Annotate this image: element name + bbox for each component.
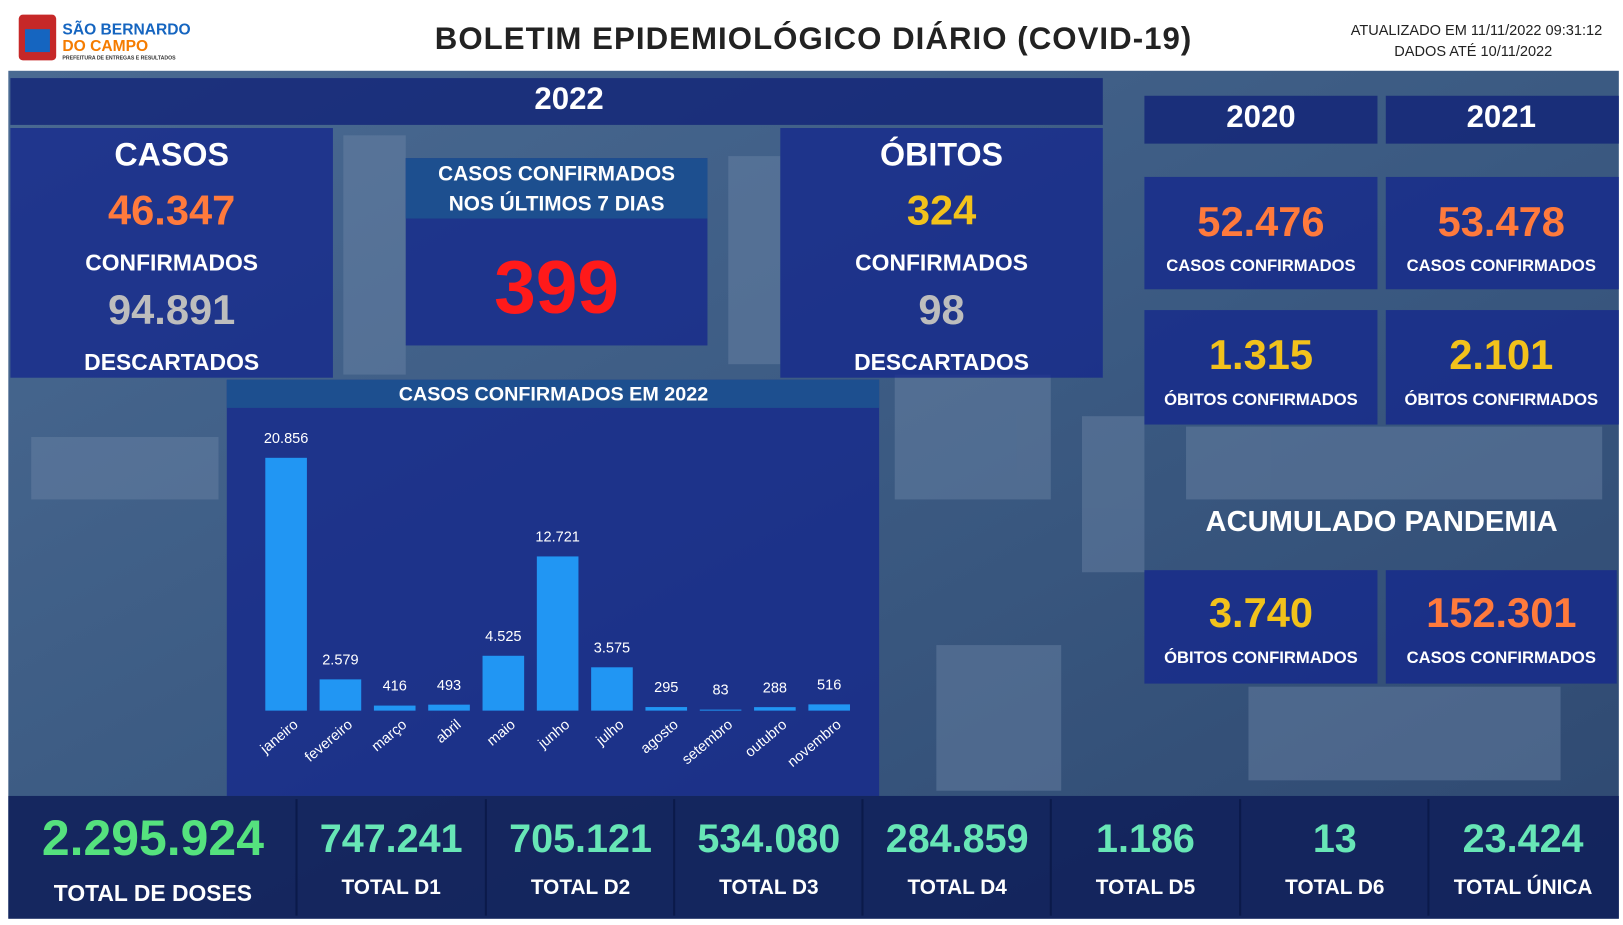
- updated: ATUALIZADO EM 11/11/2022 09:31:12: [1351, 23, 1602, 39]
- deaths-discarded: 98: [918, 286, 964, 333]
- year_2020-cases-box: [1144, 176, 1378, 290]
- cases-discarded-label: DESCARTADOS: [84, 349, 259, 375]
- value-label: 2.579: [322, 652, 358, 668]
- deaths-discarded-label: DESCARTADOS: [854, 349, 1029, 375]
- logo-emblem-detail: [24, 29, 50, 53]
- dose-label: TOTAL D5: [1096, 876, 1195, 899]
- year_2021-label: 2021: [1467, 99, 1536, 134]
- value-label: 20.856: [264, 431, 309, 447]
- year_2021-header: [1385, 95, 1619, 144]
- data-until: DADOS ATÉ 10/11/2022: [1394, 43, 1552, 60]
- pandemic-deaths: 3.740: [1209, 589, 1313, 636]
- cases-discarded: 94.891: [108, 286, 235, 333]
- value-label: 83: [712, 683, 728, 699]
- cases-confirmed-label: CONFIRMADOS: [85, 249, 258, 275]
- year_2021-cases-box: [1385, 176, 1619, 290]
- year_2020-cases-label: CASOS CONFIRMADOS: [1166, 256, 1355, 275]
- last7-value: 399: [494, 245, 619, 329]
- year_2020-deaths: 1.315: [1209, 331, 1313, 378]
- year_2020-deaths-box: [1144, 310, 1378, 425]
- year_2021-deaths: 2.101: [1449, 331, 1553, 378]
- dose-label: TOTAL D6: [1285, 876, 1384, 899]
- bar: [808, 704, 850, 711]
- year_2020-header: [1144, 95, 1378, 144]
- chart-header: [226, 379, 880, 408]
- year_2020-cases: 52.476: [1197, 198, 1324, 245]
- year_2021-cases-label: CASOS CONFIRMADOS: [1407, 256, 1596, 275]
- year_2021-deaths-box: [1385, 310, 1619, 425]
- bar: [699, 709, 742, 711]
- bar: [428, 704, 470, 711]
- panel-cases: [10, 128, 333, 378]
- bar: [265, 457, 307, 711]
- value-label: 288: [763, 680, 787, 696]
- value-label: 3.575: [594, 640, 630, 656]
- logo-line1: SÃO BERNARDO: [62, 18, 190, 38]
- dose-label: TOTAL D1: [341, 876, 440, 899]
- year-label: 2022: [534, 81, 603, 116]
- bar: [319, 679, 362, 711]
- dose-value: 23.424: [1463, 817, 1584, 861]
- year_2021-deaths-label: ÓBITOS CONFIRMADOS: [1404, 390, 1598, 409]
- dose-label: TOTAL ÚNICA: [1454, 875, 1593, 899]
- deaths-confirmed-label: CONFIRMADOS: [855, 249, 1028, 275]
- year-band: [10, 78, 1103, 125]
- value-label: 416: [383, 679, 407, 695]
- dose-value: 705.121: [509, 817, 652, 861]
- bar: [754, 707, 796, 711]
- doses-strip: [8, 795, 1619, 919]
- logo-line2: DO CAMPO: [62, 38, 148, 55]
- dose-label: TOTAL D3: [719, 876, 818, 899]
- value-label: 4.525: [485, 629, 521, 645]
- pandemic-deaths-box: [1144, 570, 1378, 684]
- value-label: 493: [437, 678, 461, 694]
- value-label: 295: [654, 680, 678, 696]
- chart-title: CASOS CONFIRMADOS EM 2022: [399, 384, 708, 406]
- dose-value: 1.186: [1096, 817, 1195, 861]
- pandemic-deaths-label: ÓBITOS CONFIRMADOS: [1164, 648, 1358, 667]
- dose-value: 2.295.924: [42, 810, 264, 866]
- deaths-confirmed: 324: [907, 186, 976, 233]
- pandemic-cases: 152.301: [1426, 589, 1576, 636]
- bar: [373, 705, 416, 711]
- cases-confirmed: 46.347: [108, 186, 235, 233]
- last7-header: [405, 158, 708, 219]
- dose-label: TOTAL DE DOSES: [54, 880, 252, 906]
- dose-label: TOTAL D4: [907, 876, 1007, 899]
- bar: [536, 556, 579, 711]
- dose-label: TOTAL D2: [531, 876, 630, 899]
- last7-title-1: CASOS CONFIRMADOS: [438, 162, 675, 185]
- bar: [645, 707, 688, 711]
- photo-texture: [31, 135, 1603, 791]
- deaths-title: ÓBITOS: [880, 137, 1003, 173]
- bar: [482, 655, 525, 711]
- year_2021-cases: 53.478: [1438, 198, 1565, 245]
- panel-deaths: [780, 128, 1103, 378]
- dose-value: 534.080: [697, 817, 840, 861]
- page-title: BOLETIM EPIDEMIOLÓGICO DIÁRIO (COVID-19): [435, 20, 1193, 56]
- pandemic-title: ACUMULADO PANDEMIA: [1206, 506, 1558, 538]
- dose-value: 13: [1313, 817, 1357, 861]
- dose-value: 747.241: [320, 817, 463, 861]
- year_2020-deaths-label: ÓBITOS CONFIRMADOS: [1164, 390, 1358, 409]
- logo-tagline: PREFEITURA DE ENTREGAS E RESULTADOS: [62, 56, 176, 62]
- last7-title-2: NOS ÚLTIMOS 7 DIAS: [449, 192, 665, 216]
- value-label: 516: [817, 677, 841, 693]
- cases-title: CASOS: [114, 137, 229, 173]
- bar: [591, 667, 633, 711]
- dose-value: 284.859: [886, 817, 1029, 861]
- pandemic-cases-box: [1385, 570, 1617, 684]
- value-label: 12.721: [535, 530, 580, 546]
- pandemic-cases-label: CASOS CONFIRMADOS: [1407, 648, 1596, 667]
- year_2020-label: 2020: [1226, 99, 1295, 134]
